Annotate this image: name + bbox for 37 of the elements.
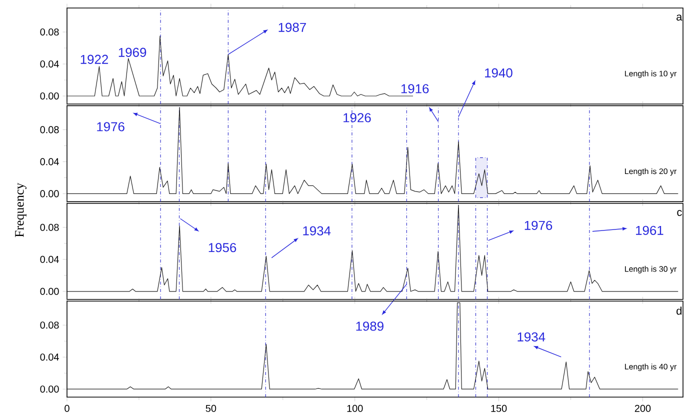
- y-axis-title: Frequency: [15, 182, 26, 238]
- y-tick-label: 0.08: [40, 28, 59, 36]
- x-tick-label: 150: [491, 404, 507, 412]
- y-tick-label: 0.04: [40, 60, 59, 68]
- annotation: d: [676, 306, 682, 315]
- y-tick-label: 0.04: [40, 354, 59, 361]
- x-tick-label: 50: [206, 404, 216, 412]
- y-tick-label: 0.08: [40, 224, 59, 231]
- annotation: 1956: [208, 243, 236, 252]
- x-tick-label: 100: [347, 404, 363, 412]
- annotation: 1934: [518, 332, 546, 342]
- line-series: [66, 204, 678, 292]
- annotation: 1989: [356, 322, 384, 331]
- y-tick-label: 0.04: [40, 158, 59, 166]
- annotation: 1934: [303, 226, 331, 236]
- annotation: a: [676, 14, 682, 21]
- annotation: 1916: [401, 84, 429, 94]
- y-tick-label: 0.00: [40, 288, 59, 295]
- x-tick-label: 200: [634, 404, 651, 412]
- y-tick-label: 0.00: [40, 386, 59, 393]
- annotation: 1969: [118, 48, 146, 57]
- line-series: [66, 107, 678, 194]
- annotation: 1940: [485, 68, 512, 78]
- x-tick-label: 0: [64, 404, 70, 412]
- annotation: 1926: [344, 113, 371, 122]
- y-tick-label: 0.00: [40, 190, 59, 198]
- annotation: 1922: [80, 54, 108, 64]
- y-tick-label: 0.08: [40, 322, 59, 329]
- annotation: 1976: [97, 122, 124, 132]
- annotation: 1961: [636, 226, 664, 235]
- annotation: c: [677, 210, 682, 216]
- annotation: 1987: [278, 22, 306, 32]
- annotation: 1976: [524, 220, 552, 230]
- line-series: [66, 302, 678, 390]
- y-tick-label: 0.08: [40, 126, 59, 134]
- y-tick-label: 0.00: [40, 92, 59, 100]
- y-tick-label: 0.04: [40, 256, 59, 263]
